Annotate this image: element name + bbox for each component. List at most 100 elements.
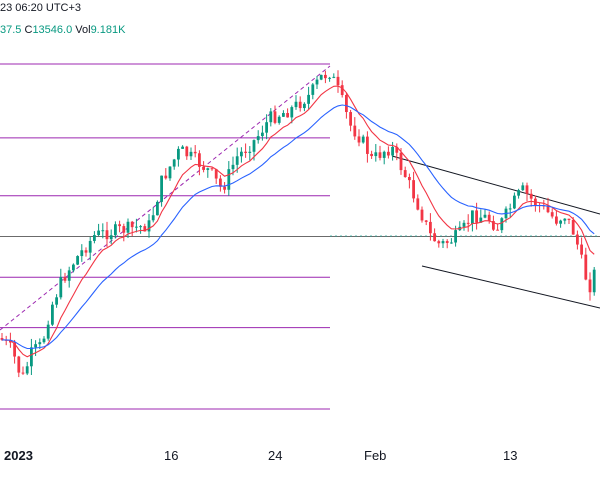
candle-body: [517, 190, 520, 196]
candle-body: [59, 277, 63, 298]
candle-body: [93, 235, 96, 241]
candle-body: [349, 112, 352, 126]
candle-body: [580, 244, 583, 255]
candle-body: [550, 212, 554, 217]
candle-body: [433, 233, 436, 242]
candle-body: [160, 175, 163, 202]
candle-body: [21, 372, 25, 374]
candle-body: [567, 218, 571, 220]
candle-body: [147, 220, 151, 232]
candle-body: [441, 241, 445, 244]
candle-body: [395, 146, 399, 153]
volume-label: Vol: [75, 24, 91, 36]
channel-lower-line: [421, 265, 600, 309]
candle-body: [135, 226, 138, 228]
candle-body: [114, 224, 117, 236]
candle-body: [492, 221, 495, 230]
candle-body: [403, 170, 407, 178]
candle-body: [353, 125, 357, 137]
candle-body: [164, 175, 168, 179]
fast-moving-average-line: [1, 85, 595, 358]
candle-body: [101, 230, 105, 232]
candle-body: [298, 101, 302, 109]
candle-body: [319, 74, 323, 80]
candle-body: [487, 214, 491, 222]
candle-body: [391, 146, 394, 156]
candle-body: [332, 76, 336, 78]
candle-body: [130, 221, 134, 228]
candle-body: [294, 101, 298, 108]
candle-body: [450, 242, 453, 244]
candle-body: [282, 113, 285, 117]
x-tick-label: 2023: [4, 448, 33, 463]
candle-body: [592, 269, 596, 293]
candle-body: [88, 240, 92, 253]
candle-body: [185, 146, 189, 157]
candle-body: [189, 151, 193, 157]
candle-body: [55, 297, 58, 305]
volume-value: 9.181K: [90, 24, 126, 36]
candle-body: [529, 193, 533, 199]
candle-body: [555, 216, 558, 224]
candle-body: [30, 347, 33, 367]
channel-upper-line: [391, 155, 600, 215]
candle-body: [525, 185, 529, 194]
candle-body: [307, 94, 310, 104]
candle-body: [0, 338, 4, 340]
candle-body: [244, 151, 247, 153]
x-tick-label: 13: [503, 448, 518, 463]
candle-body: [571, 219, 575, 235]
candle-body: [303, 103, 306, 109]
trendlines[interactable]: [391, 155, 600, 309]
candle-body: [424, 220, 428, 222]
candle-body: [252, 140, 256, 152]
candle-body: [357, 136, 361, 143]
candle-body: [374, 152, 378, 157]
candle-body: [508, 208, 512, 210]
candle-body: [46, 324, 50, 339]
x-tick-label: 24: [268, 448, 283, 463]
candle-body: [475, 210, 478, 223]
candle-body: [34, 344, 37, 348]
slow-moving-average-line: [2, 104, 595, 350]
candle-body: [9, 340, 12, 343]
candle-body: [177, 148, 180, 160]
candle-body: [139, 226, 142, 228]
x-tick-label: Feb: [364, 448, 387, 463]
candle-body: [328, 77, 331, 79]
candle-body: [126, 221, 130, 233]
candle-body: [445, 241, 449, 243]
candle-body: [198, 153, 201, 167]
chart-header-timestamp: 23 06:20 UTC+3: [0, 2, 82, 14]
candle-body: [521, 185, 525, 191]
ohlc-tail-value: 37.5: [0, 24, 22, 36]
candle-body: [109, 235, 113, 240]
candle-body: [240, 151, 243, 157]
candle-body: [118, 224, 121, 227]
candle-body: [67, 270, 71, 281]
candle-body: [370, 153, 373, 157]
candle-body: [382, 151, 386, 158]
candle-body: [223, 186, 226, 190]
candle-body: [17, 356, 21, 373]
candle-body: [412, 180, 415, 199]
candle-body: [248, 151, 252, 153]
x-tick-label: 16: [164, 448, 179, 463]
candle-body: [265, 122, 268, 133]
candle-body: [420, 209, 424, 221]
candle-body: [324, 74, 327, 79]
candle-body: [483, 214, 487, 218]
candle-body: [156, 201, 159, 216]
candle-body: [206, 168, 210, 170]
candle-body: [399, 152, 403, 171]
candle-body: [227, 169, 231, 190]
candle-body: [340, 85, 344, 96]
moving-averages: [1, 85, 595, 358]
candle-body: [336, 76, 340, 86]
candle-body: [122, 226, 126, 233]
candle-body: [269, 111, 273, 123]
candle-body: [546, 205, 550, 213]
close-label: C: [24, 24, 33, 36]
candle-body: [181, 146, 184, 149]
